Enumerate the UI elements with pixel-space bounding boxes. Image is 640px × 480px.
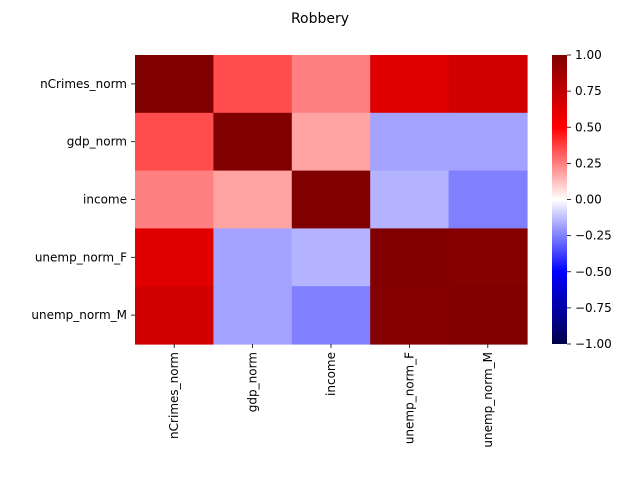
heatmap-cell (448, 112, 528, 172)
colorbar-gradient (552, 55, 567, 344)
heatmap-cell (448, 170, 528, 229)
colorbar-tick-label: 0.50 (575, 120, 602, 134)
colorbar-tick-label: 0.00 (575, 193, 602, 207)
colorbar-tick-label: −0.25 (575, 229, 612, 243)
row-tick-label: gdp_norm (67, 135, 127, 149)
column-tick-label: unemp_norm_F (402, 352, 416, 444)
column-tick-label: income (324, 352, 338, 396)
chart-title: Robbery (291, 11, 349, 27)
heatmap-cell (370, 112, 450, 172)
heatmap-cell (135, 55, 214, 114)
heatmap-cells (135, 55, 528, 345)
heatmap-cell (370, 286, 450, 345)
heatmap-cell (135, 286, 214, 345)
heatmap-cell (213, 170, 293, 229)
row-tick-label: nCrimes_norm (40, 77, 127, 91)
colorbar-ticks: 1.00 0.75 0.50 0.25 0.00 −0.25 −0.50 −0.75 −1.00 (567, 48, 612, 351)
heatmap-cell (448, 228, 528, 287)
heatmap-cell (291, 286, 371, 345)
colorbar-tick-label: −0.50 (575, 265, 612, 279)
column-labels: nCrimes_norm gdp_norm income unemp_norm_F un… (167, 344, 495, 448)
row-tick-label: unemp_norm_F (35, 250, 127, 264)
heatmap-cell (135, 112, 214, 172)
heatmap-cell (135, 228, 214, 287)
row-tick-label: income (83, 193, 127, 207)
heatmap-cell (448, 286, 528, 345)
heatmap-cell (213, 112, 293, 172)
heatmap-cell (370, 170, 450, 229)
heatmap-cell (291, 55, 371, 114)
colorbar-tick-label: −1.00 (575, 337, 612, 351)
colorbar: 1.00 0.75 0.50 0.25 0.00 −0.25 −0.50 −0.75 −1.00 (552, 48, 612, 351)
colorbar-tick-label: 1.00 (575, 48, 602, 62)
colorbar-tick-label: 0.75 (575, 84, 602, 98)
heatmap-cell (370, 228, 450, 287)
heatmap-cell (135, 170, 214, 229)
heatmap-cell (370, 55, 450, 114)
row-tick-label: unemp_norm_M (31, 308, 127, 322)
heatmap-cell (213, 228, 293, 287)
heatmap-cell (448, 55, 528, 114)
column-tick-label: gdp_norm (246, 352, 260, 412)
heatmap-cell (291, 228, 371, 287)
column-tick-label: nCrimes_norm (167, 352, 181, 439)
column-tick-label: unemp_norm_M (481, 352, 495, 448)
colorbar-tick-label: −0.75 (575, 301, 612, 315)
heatmap-cell (213, 55, 293, 114)
heatmap-cell (291, 112, 371, 172)
colorbar-tick-label: 0.25 (575, 156, 602, 170)
heatmap-cell (291, 170, 371, 229)
heatmap-cell (213, 286, 293, 345)
